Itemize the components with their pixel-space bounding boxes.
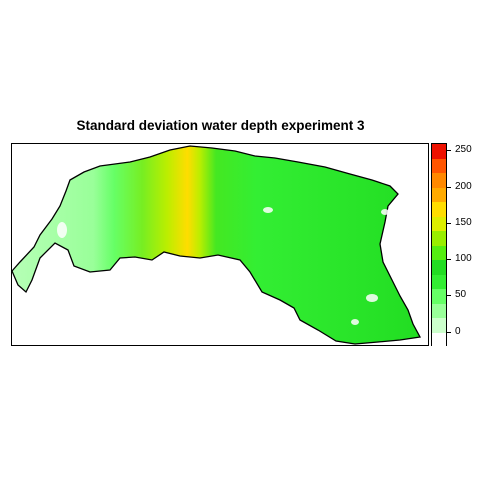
legend-tick xyxy=(447,186,451,188)
legend-band xyxy=(432,216,446,231)
legend-tick xyxy=(447,150,451,152)
legend-tick xyxy=(447,331,451,333)
legend-tick-label: 200 xyxy=(455,180,472,192)
legend-band xyxy=(432,144,446,159)
legend-band xyxy=(432,260,446,275)
legend-tick-label: 100 xyxy=(455,253,472,264)
legend-band xyxy=(432,289,446,304)
study-area-outline xyxy=(11,145,422,345)
legend-band xyxy=(432,332,446,347)
legend-tick-label: 250 xyxy=(455,144,472,156)
legend-band xyxy=(432,187,446,202)
legend-tick xyxy=(447,295,451,297)
map-panel xyxy=(11,143,429,346)
map-title: Standard deviation water depth experimen… xyxy=(76,118,365,133)
legend-tick-label: 50 xyxy=(455,289,467,301)
color-legend xyxy=(431,143,447,347)
legend-band xyxy=(432,303,446,318)
legend-tick-label: 150 xyxy=(455,216,472,228)
legend-band xyxy=(432,274,446,289)
legend-band xyxy=(432,318,446,333)
dry-patches xyxy=(57,207,389,325)
legend-tick xyxy=(447,259,451,260)
legend-band xyxy=(432,202,446,217)
legend-band xyxy=(432,158,446,173)
legend-tick-label: 0 xyxy=(455,325,461,337)
legend-tick xyxy=(447,222,451,224)
legend-band xyxy=(432,173,446,188)
legend-band xyxy=(432,245,446,260)
legend-band xyxy=(432,231,446,246)
